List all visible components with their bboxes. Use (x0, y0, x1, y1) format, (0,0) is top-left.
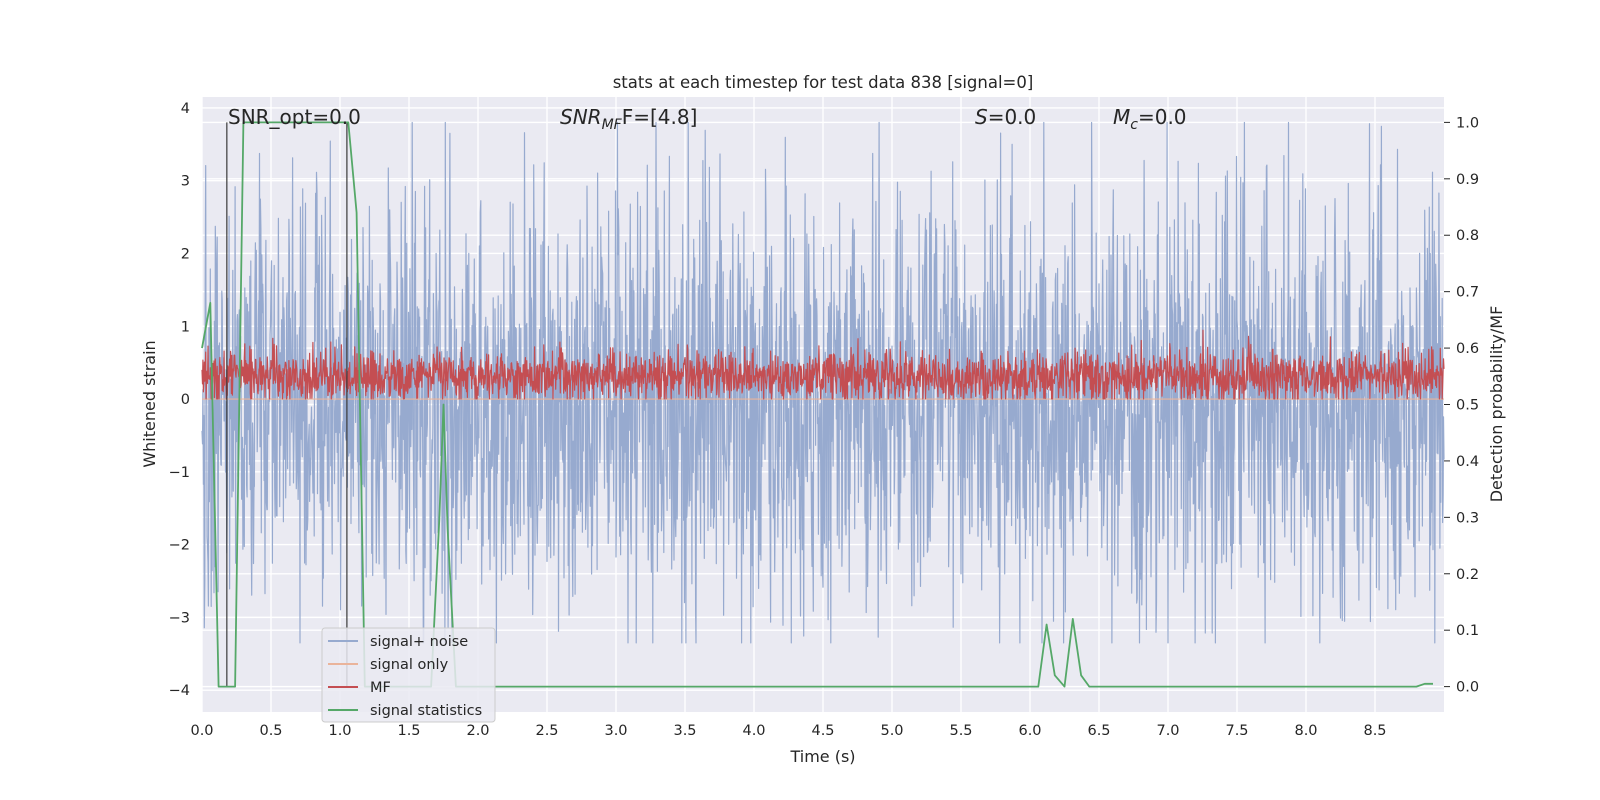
y2-tick-label: 0.0 (1456, 680, 1479, 696)
x-tick-label: 3.0 (604, 723, 627, 739)
legend-label-signal-only: signal only (370, 657, 449, 673)
y2-tick-label: 1.0 (1456, 115, 1479, 131)
annotation-mc: Mc=0.0 (1113, 105, 1187, 133)
x-tick-label: 2.0 (466, 723, 489, 739)
x-tick-label: 1.0 (328, 723, 351, 739)
annotation-snr-opt: SNR_opt=0.0 (228, 105, 361, 129)
x-tick-label: 6.0 (1018, 723, 1041, 739)
x-tick-label: 4.5 (811, 723, 834, 739)
x-axis-label: Time (s) (789, 747, 855, 766)
y-tick-label: 1 (181, 319, 190, 335)
legend-box (321, 627, 496, 723)
annotation-mc-value: =0.0 (1138, 105, 1187, 129)
x-tick-label: 0.5 (259, 723, 282, 739)
annotation-s: S=0.0 (975, 105, 1036, 129)
y-tick-label: −4 (169, 683, 190, 699)
y2-tick-label: 0.7 (1456, 285, 1479, 301)
y2-tick-label: 0.1 (1456, 623, 1479, 639)
ticks: 0.0 0.5 1.0 1.5 2.0 2.5 3.0 3.5 4.0 4.5 5.0 5.5 6.0 6… (169, 101, 1479, 739)
annotation-snr-mf-symbol: SNR (560, 105, 602, 129)
annotation-snr-mf-value: F=[4.8] (622, 105, 698, 129)
y2-axis-label: Detection probability/MF (1487, 306, 1506, 503)
y2-tick-label: 0.3 (1456, 510, 1479, 526)
y2-tick-label: 0.2 (1456, 567, 1479, 583)
y2-tick-label: 0.6 (1456, 341, 1479, 357)
x-tick-label: 7.5 (1225, 723, 1248, 739)
x-tick-label: 5.0 (880, 723, 903, 739)
y-tick-label: 2 (181, 246, 190, 262)
x-tick-label: 3.5 (673, 723, 696, 739)
y2-tick-label: 0.9 (1456, 172, 1479, 188)
y2-tick-label: 0.8 (1456, 228, 1479, 244)
x-tick-label: 2.5 (535, 723, 558, 739)
x-tick-label: 4.0 (742, 723, 765, 739)
x-tick-label: 1.5 (397, 723, 420, 739)
legend-label-signal-noise: signal+ noise (370, 634, 468, 650)
y-tick-label: −2 (169, 538, 190, 554)
y-tick-label: −3 (169, 610, 190, 626)
x-tick-label: 5.5 (949, 723, 972, 739)
annotation-snr-mf: SNRMFF=[4.8] (560, 105, 697, 133)
annotation-mc-subscript: c (1130, 117, 1138, 133)
annotation-snr-mf-subscript: MF (602, 117, 623, 133)
y-tick-label: −1 (169, 465, 190, 481)
series-mf-line (201, 329, 1445, 400)
legend-label-mf: MF (370, 680, 391, 696)
legend-label-signal-statistics: signal statistics (370, 703, 482, 719)
x-tick-label: 8.5 (1363, 723, 1386, 739)
y-axis-label: Whitened strain (140, 340, 159, 467)
chart-title: stats at each timestep for test data 838… (613, 73, 1034, 92)
y-tick-label: 3 (181, 174, 190, 190)
x-tick-label: 0.0 (190, 723, 213, 739)
y-tick-label: 4 (181, 101, 190, 117)
x-tick-label: 6.5 (1087, 723, 1110, 739)
annotation-s-value: =0.0 (988, 105, 1037, 129)
y-tick-label: 0 (181, 392, 190, 408)
x-tick-label: 8.0 (1294, 723, 1317, 739)
annotation-s-symbol: S (975, 105, 988, 129)
legend: signal+ noise signal only MF signal stat… (321, 627, 496, 723)
annotation-mc-symbol: M (1113, 105, 1130, 129)
y2-tick-label: 0.5 (1456, 398, 1479, 414)
series-signal-noise-line (201, 121, 1445, 644)
x-tick-label: 7.0 (1156, 723, 1179, 739)
y2-tick-label: 0.4 (1456, 454, 1479, 470)
